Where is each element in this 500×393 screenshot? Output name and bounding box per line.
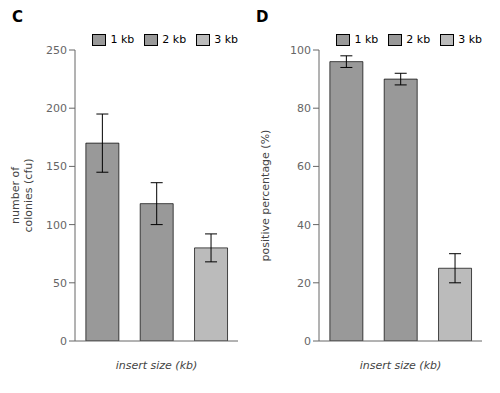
svg-text:20: 20 bbox=[297, 277, 311, 290]
html-text:2 kb: 2 kb bbox=[162, 33, 187, 46]
svg-text:60: 60 bbox=[297, 160, 311, 173]
html-text:1 kb: 1 kb bbox=[354, 33, 379, 46]
svg-text:insert size (kb): insert size (kb) bbox=[116, 359, 198, 372]
svg-text:50: 50 bbox=[53, 277, 67, 290]
svg-text:250: 250 bbox=[46, 44, 67, 57]
svg-text:insert size (kb): insert size (kb) bbox=[360, 359, 442, 372]
svg-text:200: 200 bbox=[46, 102, 67, 115]
html-text:3 kb: 3 kb bbox=[214, 33, 238, 46]
svg-text:positive percentage (%): positive percentage (%) bbox=[259, 130, 272, 262]
svg-text:40: 40 bbox=[297, 219, 311, 232]
svg-text:0: 0 bbox=[304, 335, 311, 348]
html-text:2 kb: 2 kb bbox=[406, 33, 431, 46]
html-text:D: D bbox=[256, 8, 269, 26]
svg-text:100: 100 bbox=[290, 44, 311, 57]
html-text:C: C bbox=[12, 8, 23, 26]
html-text:3 kb: 3 kb bbox=[458, 33, 482, 46]
svg-text:number ofcolonies (cfu): number ofcolonies (cfu) bbox=[9, 158, 35, 232]
svg-text:80: 80 bbox=[297, 102, 311, 115]
html-text:1 kb: 1 kb bbox=[110, 33, 135, 46]
svg-text:150: 150 bbox=[46, 160, 67, 173]
svg-text:0: 0 bbox=[60, 335, 67, 348]
svg-text:100: 100 bbox=[46, 219, 67, 232]
